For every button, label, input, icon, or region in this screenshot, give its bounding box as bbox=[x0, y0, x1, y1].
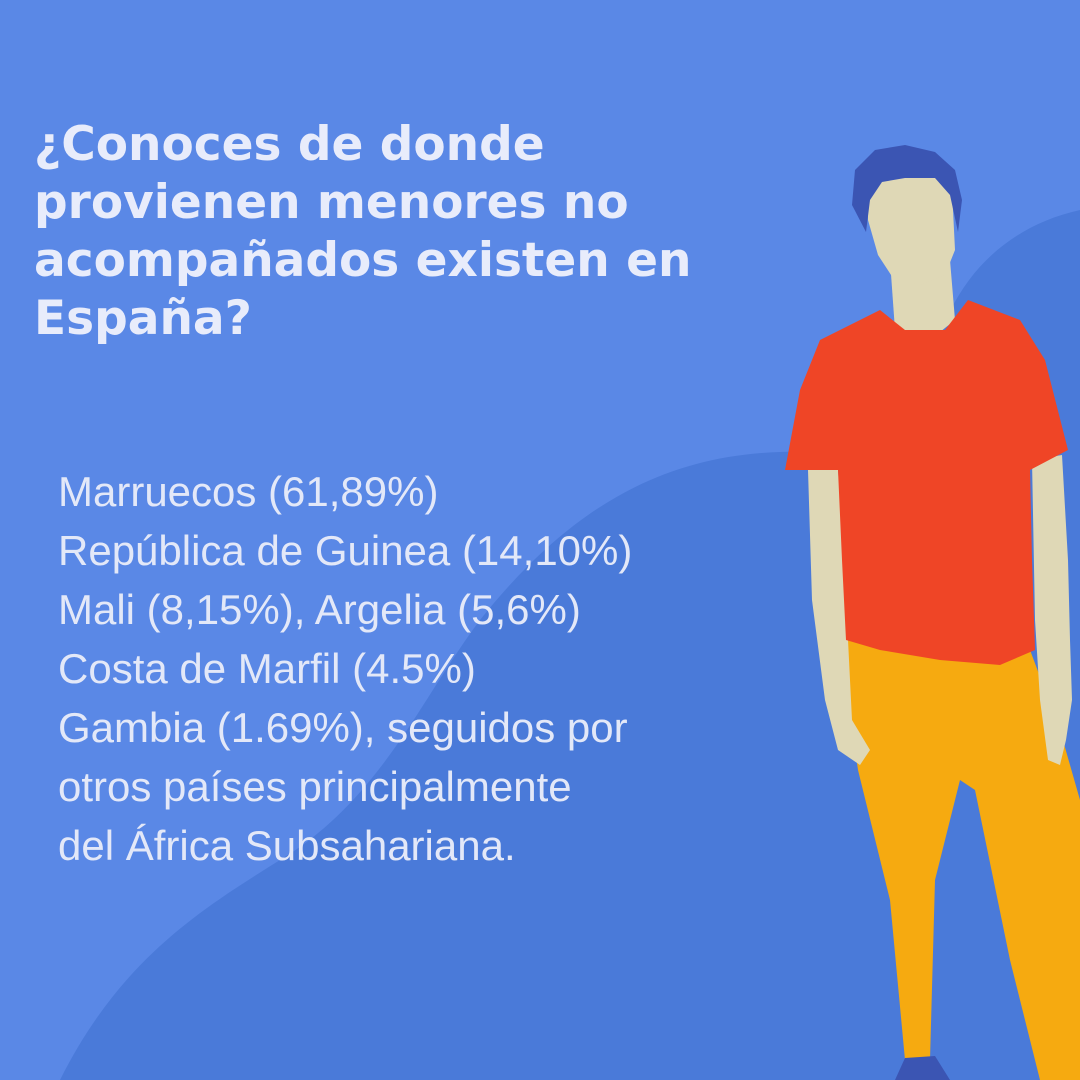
country-line: Mali (8,15%), Argelia (5,6%) bbox=[58, 586, 581, 633]
headline-line: España? bbox=[34, 291, 252, 346]
hair-shape bbox=[852, 145, 962, 232]
shoe-shape bbox=[895, 1056, 950, 1080]
pants-shape bbox=[846, 640, 1080, 1080]
headline-line: ¿Conoces de donde bbox=[34, 117, 545, 172]
face-shape bbox=[868, 165, 955, 285]
country-line: Marruecos (61,89%) bbox=[58, 468, 439, 515]
country-line: Gambia (1.69%), seguidos por bbox=[58, 704, 628, 751]
headline-line: provienen menores no bbox=[34, 175, 629, 230]
headline-line: acompañados existen en bbox=[34, 233, 692, 288]
country-line: República de Guinea (14,10%) bbox=[58, 527, 633, 574]
country-line: otros países principalmente bbox=[58, 763, 572, 810]
shirt-shape bbox=[785, 300, 1068, 665]
right-arm-shape bbox=[1032, 455, 1072, 765]
country-line: Costa de Marfil (4.5%) bbox=[58, 645, 476, 692]
country-list: Marruecos (61,89%) República de Guinea (… bbox=[58, 462, 718, 875]
left-arm-shape bbox=[808, 470, 870, 765]
headline: ¿Conoces de donde provienen menores no a… bbox=[34, 116, 794, 348]
country-line: del África Subsahariana. bbox=[58, 822, 516, 869]
